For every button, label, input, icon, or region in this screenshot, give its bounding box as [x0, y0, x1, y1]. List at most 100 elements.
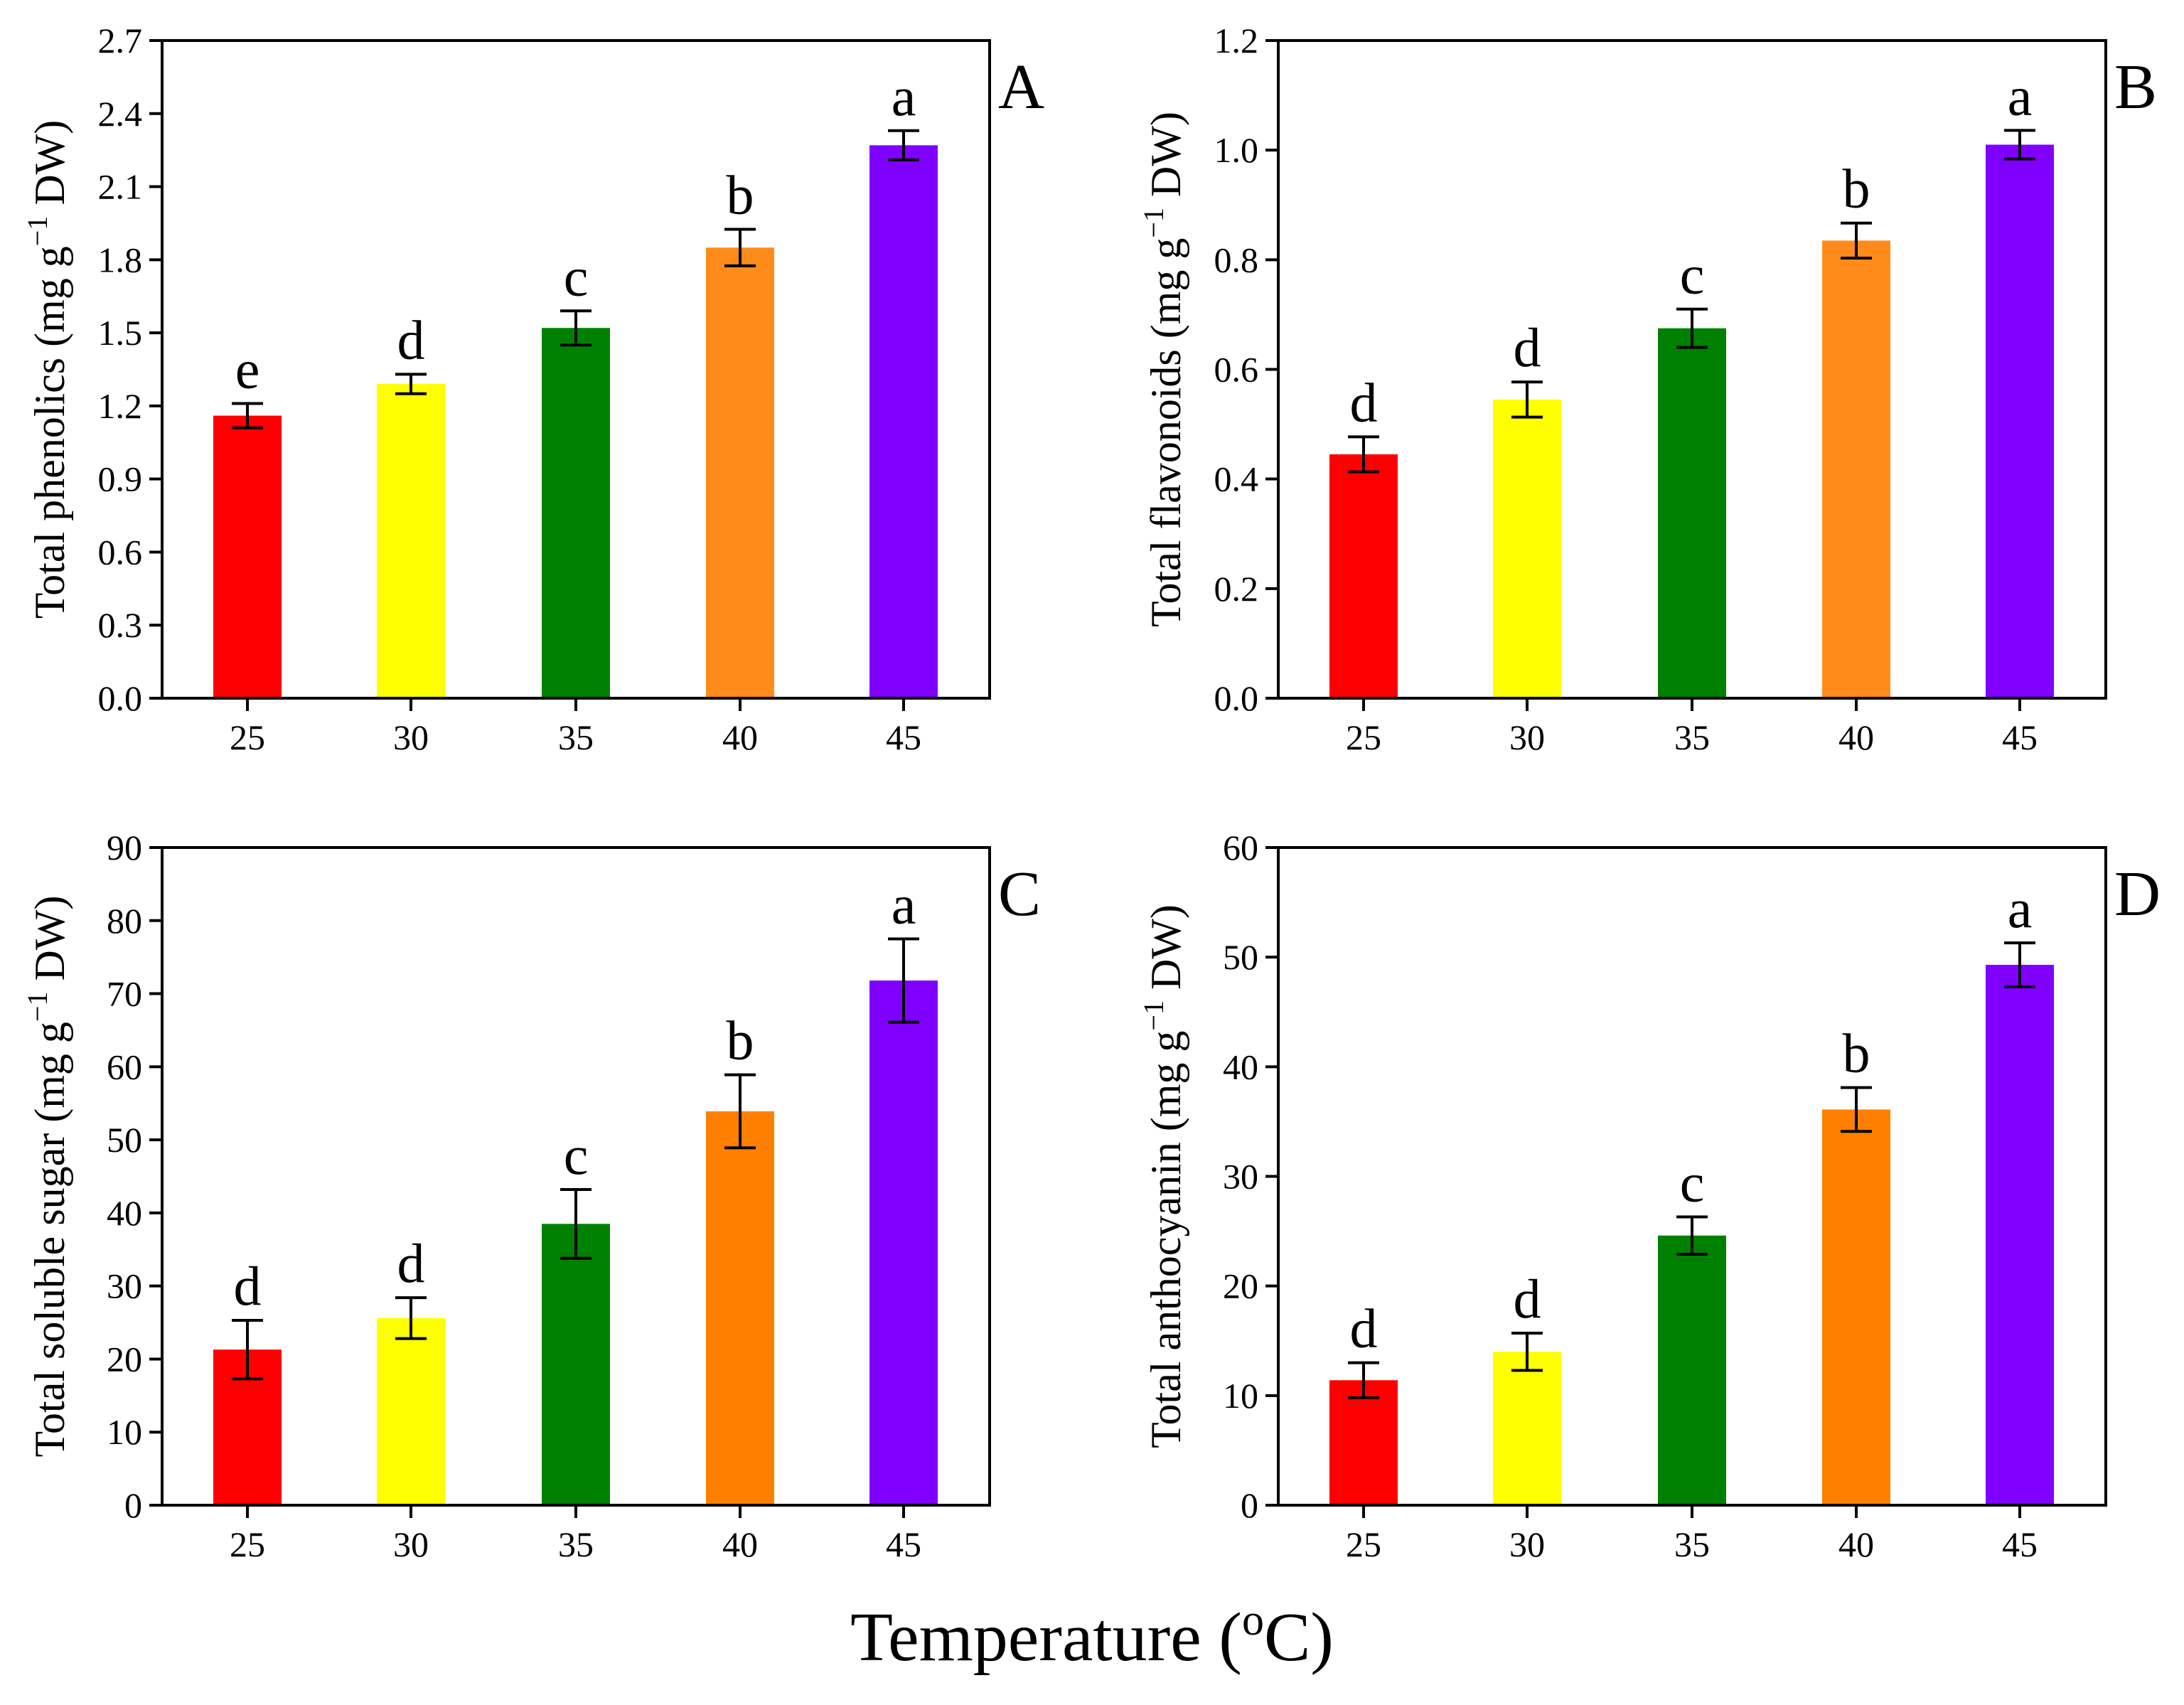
significance-letter-a-25: e: [235, 338, 260, 400]
error-bar-d-30: [1511, 1331, 1543, 1372]
y-tick-label-a: 2.7: [98, 21, 143, 60]
error-bar-b-40: [1841, 221, 1872, 260]
significance-letter-c-40: b: [727, 1010, 754, 1071]
y-tick-label-b: 1.2: [1214, 21, 1259, 60]
x-tick-label-b: 25: [1346, 717, 1381, 757]
significance-letter-b-40: b: [1843, 158, 1870, 220]
y-tick-label-a: 1.5: [98, 313, 143, 353]
y-axis-title-c: Total soluble sugar (mg g−1 DW): [21, 896, 73, 1458]
bar-a-40: [706, 247, 774, 698]
y-tick-label-d: 0: [1241, 1485, 1258, 1525]
error-bar-c-30: [395, 1296, 427, 1340]
x-tick-label-c: 25: [230, 1524, 265, 1564]
error-bar-d-35: [1676, 1215, 1708, 1256]
significance-letter-a-35: c: [564, 245, 589, 307]
x-tick-label-b: 45: [2002, 717, 2038, 757]
y-tick-label-a: 0.0: [98, 678, 143, 718]
bar-d-40: [1822, 1109, 1890, 1505]
y-axis-title-a: Total phenolics (mg g−1 DW): [21, 120, 73, 619]
bar-a-45: [869, 145, 938, 698]
x-tick-label-a: 45: [886, 717, 921, 757]
error-bar-d-25: [1348, 1361, 1379, 1399]
error-bar-a-35: [560, 309, 592, 347]
bar-c-30: [377, 1318, 445, 1505]
y-tick-label-c: 60: [107, 1047, 142, 1086]
y-tick-label-b: 0.0: [1214, 678, 1259, 718]
significance-letter-b-35: c: [1680, 244, 1705, 306]
panel-label-d: D: [2114, 859, 2161, 929]
bar-b-25: [1329, 454, 1398, 698]
error-bar-a-40: [724, 228, 756, 267]
bar-b-45: [1986, 144, 2054, 699]
significance-letter-a-45: a: [892, 65, 916, 127]
y-tick-label-a: 1.8: [98, 240, 143, 279]
error-bar-a-25: [232, 402, 263, 429]
y-tick-label-d: 50: [1223, 937, 1258, 977]
x-tick-label-a: 30: [393, 717, 429, 757]
y-tick-label-b: 0.8: [1214, 240, 1259, 279]
bar-a-25: [213, 415, 282, 698]
panel-b: d d c b a 0.0 0.2 0.4 0.6 0.8 1.0 1.2 25 30 35 40 45 B Tot…: [1138, 21, 2157, 757]
significance-letter-d-40: b: [1843, 1022, 1870, 1084]
x-tick-label-d: 35: [1674, 1524, 1710, 1564]
y-tick-label-d: 20: [1223, 1266, 1258, 1306]
y-tick-label-c: 80: [107, 901, 142, 941]
x-tick-label-b: 35: [1674, 717, 1710, 757]
panel-label-a: A: [998, 52, 1044, 122]
y-tick-label-b: 0.2: [1214, 569, 1259, 609]
bar-c-40: [706, 1111, 774, 1505]
y-tick-label-c: 90: [107, 828, 142, 867]
error-bar-b-45: [2004, 129, 2035, 161]
bar-b-40: [1822, 240, 1890, 699]
panel-c: d d c b a 0 10 20 30 40 50 60 70 80 90 25 30 35 40 45 C Total…: [21, 828, 1041, 1564]
panel-label-b: B: [2114, 52, 2157, 122]
x-tick-label-a: 40: [722, 717, 758, 757]
y-tick-label-a: 2.4: [98, 94, 143, 134]
y-axis-title-b: Total flavonoids (mg g−1 DW): [1138, 112, 1189, 627]
significance-letter-c-35: c: [564, 1124, 589, 1186]
x-tick-label-d: 45: [2002, 1524, 2038, 1564]
significance-letter-d-45: a: [2008, 877, 2033, 939]
x-tick-label-b: 40: [1838, 717, 1874, 757]
x-tick-label-d: 30: [1509, 1524, 1545, 1564]
error-bar-d-45: [2004, 941, 2035, 988]
bar-a-30: [377, 384, 445, 698]
bar-b-35: [1658, 328, 1726, 698]
error-bar-d-40: [1841, 1086, 1872, 1133]
x-tick-label-b: 30: [1509, 717, 1545, 757]
significance-letter-d-35: c: [1680, 1152, 1705, 1214]
y-axis-title-d: Total anthocyanin (mg g−1 DW): [1138, 904, 1189, 1448]
significance-letter-b-25: d: [1350, 371, 1378, 433]
bar-a-35: [542, 328, 610, 698]
bar-d-45: [1986, 964, 2054, 1505]
error-bar-b-25: [1348, 435, 1379, 474]
y-tick-label-a: 0.6: [98, 532, 143, 572]
x-tick-label-a: 35: [558, 717, 594, 757]
bar-c-45: [869, 980, 938, 1505]
y-tick-label-b: 0.6: [1214, 350, 1259, 390]
panel-a: e d c b a 0.0 0.3 0.6 0.9 1.2 1.5 1.8 2.1 2.4 2.7 25 30 3…: [21, 21, 1044, 757]
error-bar-a-30: [395, 373, 427, 395]
x-tick-label-c: 35: [558, 1524, 594, 1564]
y-tick-label-a: 1.2: [98, 386, 143, 426]
y-tick-label-d: 60: [1223, 828, 1258, 867]
y-tick-label-a: 2.1: [98, 167, 143, 207]
y-tick-label-d: 10: [1223, 1376, 1258, 1416]
bar-d-25: [1329, 1380, 1398, 1505]
bar-c-35: [542, 1224, 610, 1505]
error-bar-c-45: [888, 937, 919, 1024]
error-bar-b-30: [1511, 380, 1543, 419]
x-tick-label-d: 40: [1838, 1524, 1874, 1564]
x-tick-label-c: 30: [393, 1524, 429, 1564]
panel-d: d d c b a 0 10 20 30 40 50 60 25 30 35 40 45 D Total antho…: [1138, 828, 2161, 1564]
significance-letter-a-40: b: [727, 164, 754, 226]
significance-letter-d-25: d: [1350, 1298, 1378, 1359]
y-tick-label-c: 0: [124, 1485, 142, 1525]
x-axis-title: Temperature (oC): [850, 1596, 1334, 1676]
significance-letter-c-45: a: [892, 873, 916, 935]
significance-letter-a-30: d: [397, 309, 425, 370]
y-tick-label-d: 40: [1223, 1047, 1258, 1086]
significance-letter-b-45: a: [2008, 65, 2033, 127]
panel-label-c: C: [998, 859, 1041, 929]
